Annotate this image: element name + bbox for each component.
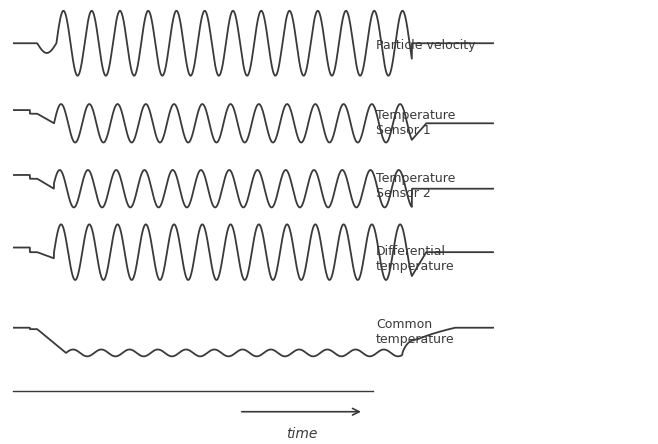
Text: Particle velocity: Particle velocity [376, 39, 475, 52]
Text: Temperature
Sensor 2: Temperature Sensor 2 [376, 172, 455, 200]
Text: Differential
temperature: Differential temperature [376, 245, 455, 273]
Text: time: time [286, 427, 317, 441]
Text: Common
temperature: Common temperature [376, 317, 455, 345]
Text: Temperature
Sensor 1: Temperature Sensor 1 [376, 109, 455, 138]
